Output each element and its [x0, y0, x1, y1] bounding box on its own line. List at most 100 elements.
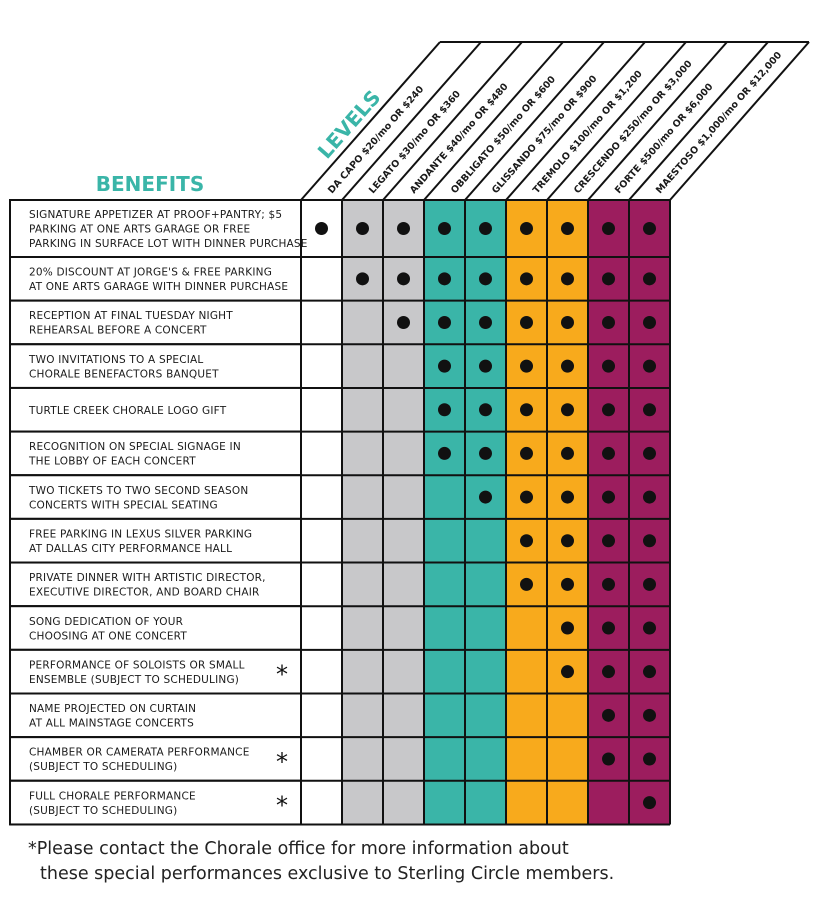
level-column — [629, 200, 670, 825]
asterisk: * — [276, 661, 288, 689]
benefit-text: AT ONE ARTS GARAGE WITH DINNER PURCHASE — [29, 281, 288, 293]
dot — [520, 359, 533, 373]
benefit-cell — [9, 779, 302, 826]
dot — [520, 315, 533, 329]
dot — [602, 446, 615, 460]
dot — [479, 403, 492, 417]
benefit-text: PRIVATE DINNER WITH ARTISTIC DIRECTOR, — [29, 572, 266, 584]
dot — [643, 534, 656, 548]
level-column — [424, 200, 465, 825]
benefit-cell — [9, 430, 302, 477]
benefit-text: TWO INVITATIONS TO A SPECIAL — [28, 354, 203, 366]
dot — [397, 272, 410, 286]
level-column — [547, 200, 588, 825]
dot — [479, 446, 492, 460]
benefit-cell — [9, 474, 302, 520]
dot — [479, 222, 492, 235]
dot — [602, 490, 615, 504]
level-column — [301, 200, 342, 825]
dot — [643, 752, 656, 766]
header-slant — [464, 41, 605, 201]
dot — [438, 315, 451, 329]
benefit-text: SONG DEDICATION OF YOUR — [29, 616, 183, 628]
header-slant — [382, 41, 523, 201]
benefit-text: THE LOBBY OF EACH CONCERT — [28, 456, 196, 468]
dot — [561, 534, 574, 548]
dot — [520, 577, 533, 591]
dot — [602, 665, 615, 679]
dot — [397, 222, 410, 235]
dot — [643, 708, 656, 722]
benefit-cell — [9, 648, 302, 695]
header-slant — [341, 41, 482, 201]
benefit-cell — [9, 605, 302, 651]
dot — [520, 446, 533, 460]
level-column — [465, 200, 506, 825]
dot — [602, 359, 615, 373]
dot — [602, 315, 615, 329]
level-column — [342, 200, 383, 825]
level-column — [383, 200, 424, 825]
benefit-text: CHAMBER OR CAMERATA PERFORMANCE — [29, 747, 250, 759]
benefit-text: FULL CHORALE PERFORMANCE — [29, 790, 196, 802]
benefit-text: RECEPTION AT FINAL TUESDAY NIGHT — [29, 310, 233, 322]
dot — [561, 403, 574, 417]
dot — [561, 272, 574, 286]
dot — [561, 446, 574, 460]
dot — [643, 359, 656, 373]
benefits-title: BENEFITS — [96, 172, 204, 196]
header-slant — [423, 41, 564, 201]
levels-title: LEVELS — [313, 85, 386, 163]
dot — [643, 446, 656, 460]
dot — [438, 446, 451, 460]
dot — [561, 315, 574, 329]
dot — [561, 222, 574, 235]
dot — [438, 272, 451, 286]
benefit-text: CONCERTS WITH SPECIAL SEATING — [29, 499, 218, 511]
dot — [643, 315, 656, 329]
dot — [479, 490, 492, 504]
benefit-text: TURTLE CREEK CHORALE LOGO GIFT — [28, 405, 227, 417]
dot — [643, 403, 656, 417]
benefit-text: CHOOSING AT ONE CONCERT — [29, 630, 187, 642]
dot — [602, 708, 615, 722]
asterisk: * — [276, 748, 288, 776]
dot — [479, 315, 492, 329]
dot — [479, 272, 492, 286]
benefit-cell — [9, 692, 302, 739]
benefit-cell — [9, 343, 302, 389]
dot — [520, 403, 533, 417]
benefit-text: 20% DISCOUNT AT JORGE'S & FREE PARKING — [29, 267, 272, 279]
dot — [602, 272, 615, 286]
dot — [315, 222, 328, 235]
benefit-text: RECOGNITION ON SPECIAL SIGNAGE IN — [29, 441, 241, 453]
header-slant — [300, 41, 441, 201]
dot — [479, 359, 492, 373]
dot — [561, 577, 574, 591]
dot — [602, 403, 615, 417]
benefit-cell — [9, 299, 302, 346]
benefit-text: PARKING IN SURFACE LOT WITH DINNER PURCH… — [29, 238, 308, 250]
dot — [643, 577, 656, 591]
footnote: *Please contact the Chorale office for m… — [28, 839, 569, 859]
benefit-text: CHORALE BENEFACTORS BANQUET — [29, 368, 219, 380]
benefit-text: PERFORMANCE OF SOLOISTS OR SMALL — [29, 659, 245, 671]
dot — [602, 621, 615, 635]
benefit-text: (SUBJECT TO SCHEDULING) — [29, 761, 177, 773]
benefit-text: ENSEMBLE (SUBJECT TO SCHEDULING) — [29, 674, 239, 686]
benefit-text: TWO TICKETS TO TWO SECOND SEASON — [28, 485, 248, 497]
benefit-cell — [9, 517, 302, 564]
benefit-text: FREE PARKING IN LEXUS SILVER PARKING — [29, 528, 252, 540]
level-column — [506, 200, 547, 825]
dot — [643, 621, 656, 635]
benefit-text: PARKING AT ONE ARTS GARAGE OR FREE — [29, 224, 250, 236]
dot — [438, 403, 451, 417]
asterisk: * — [276, 792, 288, 820]
header-slant — [669, 41, 810, 201]
header-slant — [628, 41, 769, 201]
dot — [602, 577, 615, 591]
dot — [602, 752, 615, 766]
benefit-text: AT DALLAS CITY PERFORMANCE HALL — [29, 543, 232, 555]
benefit-text: NAME PROJECTED ON CURTAIN — [29, 703, 196, 715]
dot — [520, 534, 533, 548]
